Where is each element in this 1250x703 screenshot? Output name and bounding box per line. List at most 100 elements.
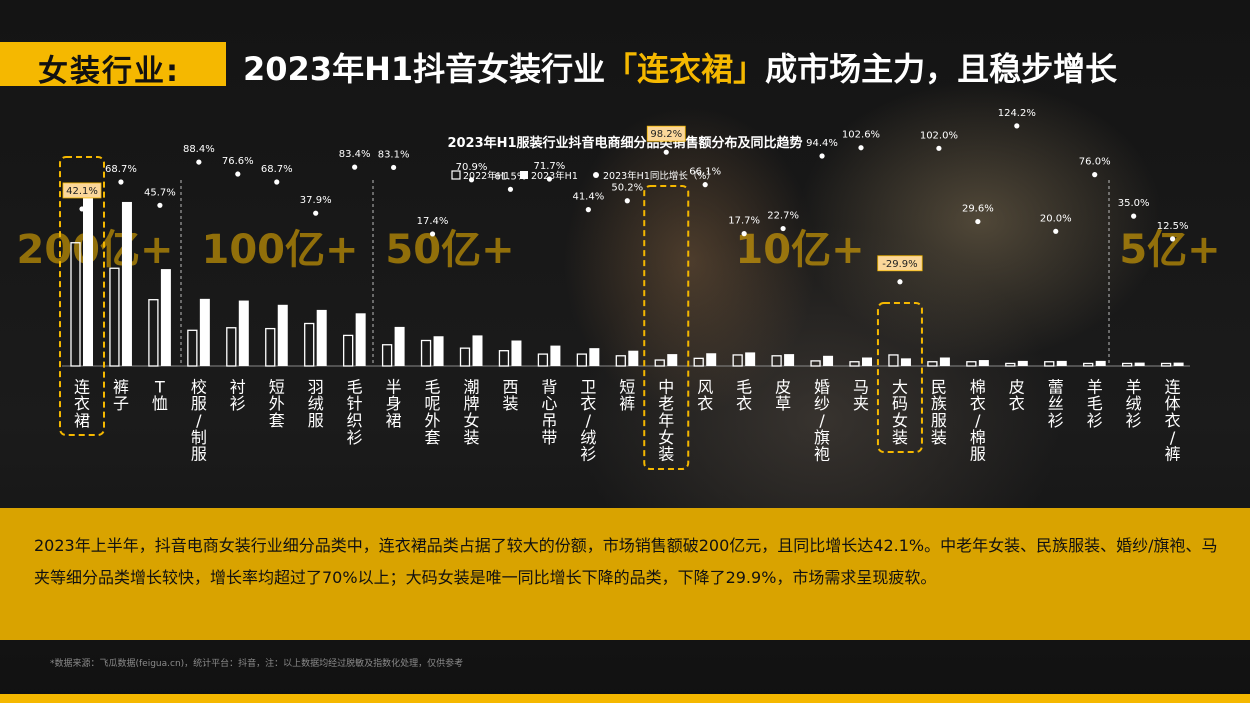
category-label: 短裤: [619, 377, 635, 413]
bar-2023: [706, 353, 717, 366]
growth-dot: [118, 179, 124, 185]
page-title-post: 成市场主力，且稳步增长: [765, 50, 1118, 88]
growth-label-box: [62, 182, 102, 199]
legend-label: 2023年H1: [531, 170, 578, 182]
bar-2022: [771, 355, 782, 367]
growth-label: 102.0%: [920, 130, 958, 141]
growth-dot: [1170, 236, 1176, 242]
bar-2022: [1083, 362, 1094, 367]
bottom-accent-bar: [0, 694, 1250, 703]
page-title-highlight: 「连衣裙」: [605, 50, 766, 88]
growth-dot: [274, 179, 280, 185]
summary-panel: 2023年上半年，抖音电商女装行业细分品类中，连衣裙品类占据了较大的份额，市场销…: [0, 508, 1250, 640]
category-label: 羊绒衫: [1126, 377, 1142, 430]
bar-2022: [109, 267, 120, 367]
growth-dot: [897, 279, 903, 285]
category-label: 校服/制服: [191, 377, 207, 463]
bar-2023: [1095, 360, 1106, 366]
growth-dot: [585, 207, 591, 213]
bar-2023: [160, 269, 171, 366]
growth-label: 68.7%: [261, 164, 293, 175]
category-label: 羽绒服: [308, 377, 324, 430]
legend-label: 2023年H1同比增长（%）: [603, 170, 716, 182]
growth-label: 37.9%: [300, 195, 332, 206]
growth-dot: [702, 182, 708, 188]
category-label: 大码女装: [892, 377, 908, 446]
bar-2022: [1122, 362, 1133, 367]
bar-2023: [433, 336, 444, 366]
bar-2022: [381, 344, 393, 367]
growth-label: 76.0%: [1079, 157, 1111, 168]
growth-dot: [1014, 123, 1020, 129]
bar-2023: [355, 313, 366, 366]
growth-dot: [196, 159, 202, 165]
category-label: 毛针织衫: [347, 377, 363, 446]
bar-2023: [1017, 360, 1028, 366]
legend-label: 2022年H1: [463, 170, 510, 182]
bar-2023: [511, 340, 522, 366]
growth-label-box: [877, 255, 923, 272]
category-label: 西装: [502, 377, 518, 413]
bar-2022: [615, 355, 626, 367]
section-tag: 女装行业:: [0, 42, 226, 89]
bar-2023: [939, 357, 950, 366]
category-label: 潮牌女装: [463, 377, 479, 446]
growth-dot: [79, 206, 85, 212]
growth-label: 42.1%: [66, 186, 98, 197]
bar-2022: [927, 361, 938, 367]
bar-2022: [810, 360, 821, 367]
bar-2022: [226, 327, 237, 367]
growth-dot: [936, 145, 942, 151]
category-label: 民族服装: [931, 377, 947, 446]
growth-dot: [468, 177, 475, 183]
legend-swatch-2023: [520, 171, 528, 179]
growth-dot: [858, 145, 864, 151]
category-label: 连体衣/裤: [1165, 377, 1181, 463]
bar-2022: [849, 361, 860, 367]
growth-label: 98.2%: [650, 129, 682, 140]
bar-2023: [316, 309, 327, 366]
bar-2023: [550, 345, 561, 366]
bar-2022: [342, 334, 354, 367]
bar-2023: [745, 352, 756, 366]
growth-dot: [1131, 213, 1137, 219]
growth-dot: [663, 149, 669, 155]
growth-label: 70.9%: [456, 162, 488, 173]
bar-2023: [1056, 360, 1067, 366]
category-label: 衬衫: [230, 377, 246, 413]
tier-label: 5亿+: [1119, 227, 1220, 273]
bar-2023: [1173, 362, 1184, 366]
category-label: 裤子: [113, 377, 129, 413]
growth-label: 50.2%: [611, 183, 643, 194]
growth-label: 41.4%: [572, 192, 604, 203]
category-label: 蕾丝衫: [1048, 377, 1064, 430]
bar-2022: [732, 354, 743, 367]
category-label: 背心吊带: [541, 377, 557, 446]
bar-2022: [1044, 361, 1055, 367]
growth-label: 29.6%: [962, 204, 994, 215]
growth-dot: [780, 225, 786, 232]
growth-dot: [1053, 228, 1059, 234]
growth-dot: [352, 164, 358, 170]
bar-2022: [70, 242, 81, 367]
category-label: 皮草: [775, 377, 791, 413]
growth-label: 71.7%: [534, 161, 566, 172]
tier-label: 200亿+: [16, 227, 173, 273]
data-source-note: *数据来源：飞瓜数据(feigua.cn)，统计平台：抖音，注：以上数据均经过脱…: [50, 659, 464, 669]
growth-label: 94.4%: [806, 138, 838, 149]
bar-2023: [900, 358, 911, 366]
category-label: 中老年女装: [658, 377, 674, 463]
growth-label-box: [646, 125, 686, 142]
category-label: 短外套: [269, 377, 285, 430]
category-label: 风衣: [697, 377, 713, 413]
category-label: 皮衣: [1009, 377, 1025, 413]
category-label: 卫衣/绒衫: [580, 377, 596, 463]
highlight-box: [59, 156, 105, 436]
growth-label: 102.6%: [842, 130, 880, 141]
highlight-box: [876, 302, 923, 453]
bar-2023: [1134, 362, 1145, 366]
growth-label: 68.7%: [105, 164, 137, 175]
page-title: 2023年H1抖音女装行业「连衣裙」成市场主力，且稳步增长: [243, 44, 1117, 90]
category-label: 毛衣: [736, 377, 752, 413]
